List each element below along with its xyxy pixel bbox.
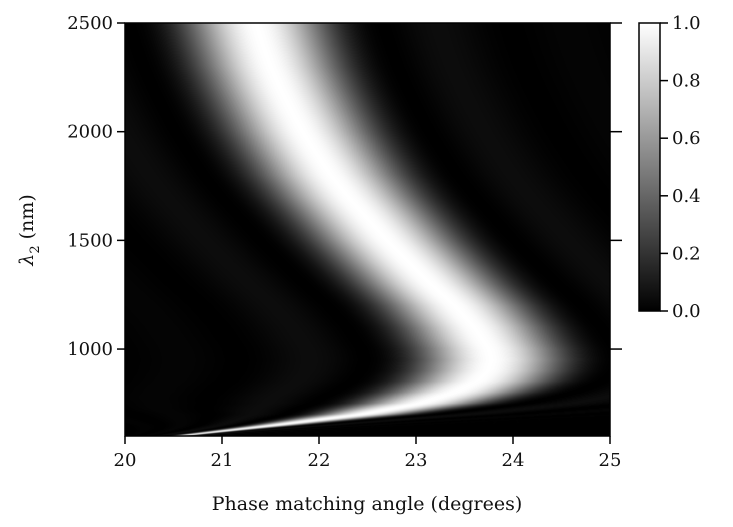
x-axis-title: Phase matching angle (degrees) [212,493,523,515]
colorbar-tick-label: 0.2 [672,243,701,264]
y-axis: 1000 1500 2000 2500 [67,13,622,360]
heatmap-image [125,23,610,436]
colorbar-tick-label: 0.8 [672,71,701,92]
y-tick-label: 2000 [67,122,113,143]
x-tick-label: 25 [599,450,622,471]
x-tick-label: 21 [211,450,234,471]
y-tick-label: 1500 [67,230,113,251]
y-tick-label: 1000 [67,339,113,360]
x-tick-label: 23 [405,450,428,471]
y-axis-title-unit: (nm) [16,194,38,245]
x-tick-label: 24 [502,450,525,471]
colorbar-gradient [638,22,661,312]
colorbar-tick-label: 1.0 [672,13,701,34]
y-tick-label: 2500 [67,13,113,34]
colorbar: 0.0 0.2 0.4 0.6 0.8 1.0 [638,13,701,322]
colorbar-tick-label: 0.0 [672,301,701,322]
x-axis: 20 21 22 23 24 25 [114,436,622,471]
x-tick-label: 22 [308,450,331,471]
plot-frame [124,22,611,437]
colorbar-ticks: 0.0 0.2 0.4 0.6 0.8 1.0 [660,13,701,322]
y-axis-title-sub: 2 [28,245,43,253]
y-axis-title: λ2 (nm) [16,194,43,266]
x-tick-label: 20 [114,450,137,471]
colorbar-tick-label: 0.6 [672,128,701,149]
y-axis-title-main: λ [16,254,38,267]
colorbar-tick-label: 0.4 [672,186,701,207]
